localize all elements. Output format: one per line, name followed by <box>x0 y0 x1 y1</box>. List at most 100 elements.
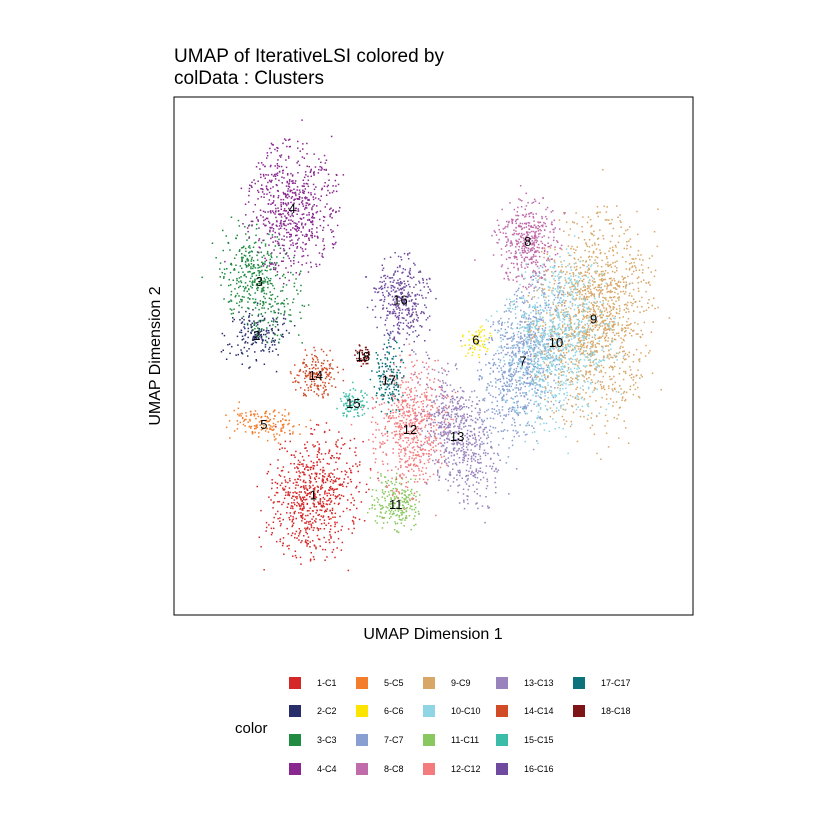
point-c10 <box>544 334 547 336</box>
point-c1 <box>322 496 325 499</box>
point-c4 <box>312 205 314 208</box>
point-c9 <box>628 355 630 358</box>
point-c1 <box>281 447 283 449</box>
point-c5 <box>285 419 287 422</box>
point-c8 <box>527 221 530 224</box>
point-c7 <box>538 287 541 289</box>
point-c8 <box>505 258 508 260</box>
point-c9 <box>601 310 603 313</box>
point-c10 <box>540 354 542 356</box>
point-c1 <box>278 500 281 503</box>
point-c10 <box>572 372 574 374</box>
point-c7 <box>531 388 533 390</box>
point-c1 <box>331 551 334 553</box>
point-c4 <box>257 220 259 222</box>
point-c4 <box>321 168 323 170</box>
point-c1 <box>282 537 285 539</box>
point-c6 <box>471 334 474 336</box>
point-c7 <box>521 301 524 303</box>
point-c1 <box>303 459 305 461</box>
point-c7 <box>541 391 544 393</box>
point-c10 <box>546 400 549 402</box>
point-c7 <box>527 371 529 374</box>
point-c3 <box>246 257 249 260</box>
point-c1 <box>283 488 286 490</box>
point-c4 <box>294 193 297 195</box>
point-c3 <box>282 302 284 305</box>
point-c1 <box>296 496 298 498</box>
point-c9 <box>565 300 567 302</box>
point-c4 <box>316 205 318 207</box>
point-c9 <box>612 302 614 305</box>
point-c3 <box>263 303 265 305</box>
point-c9 <box>606 315 609 317</box>
point-c4 <box>296 197 298 200</box>
point-c8 <box>525 232 528 234</box>
point-c1 <box>272 502 275 504</box>
point-c7 <box>510 336 513 338</box>
point-c10 <box>556 335 558 337</box>
point-c3 <box>245 276 247 278</box>
point-c9 <box>558 219 561 221</box>
point-c1 <box>304 492 307 494</box>
point-c10 <box>561 300 564 302</box>
point-c9 <box>557 294 559 297</box>
point-c2 <box>244 327 246 330</box>
point-c9 <box>597 380 599 382</box>
point-c9 <box>543 350 545 352</box>
point-c8 <box>526 288 528 290</box>
point-c10 <box>558 393 561 395</box>
point-c1 <box>324 491 326 493</box>
point-c7 <box>519 360 521 363</box>
point-c4 <box>265 224 267 227</box>
point-c3 <box>242 271 244 273</box>
point-c8 <box>523 245 525 247</box>
point-c3 <box>240 281 243 284</box>
point-c10 <box>548 255 551 257</box>
point-c9 <box>598 371 601 373</box>
point-c8 <box>550 211 552 213</box>
point-c6 <box>482 343 484 346</box>
point-c2 <box>266 329 268 331</box>
point-c8 <box>538 221 540 224</box>
point-c3 <box>248 307 250 310</box>
point-c9 <box>565 221 568 223</box>
point-c4 <box>268 179 271 182</box>
point-c9 <box>593 262 595 264</box>
point-c3 <box>282 286 284 288</box>
point-c3 <box>281 290 284 292</box>
point-c10 <box>576 381 578 384</box>
point-c4 <box>335 211 337 214</box>
point-c9 <box>630 335 633 337</box>
point-c7 <box>552 359 555 362</box>
point-c9 <box>560 361 562 364</box>
point-c7 <box>511 356 513 358</box>
point-c9 <box>605 307 608 310</box>
point-c10 <box>507 346 510 349</box>
point-c9 <box>603 205 605 207</box>
point-c2 <box>241 339 243 341</box>
point-c9 <box>590 340 592 343</box>
point-c3 <box>252 280 254 282</box>
point-c9 <box>591 293 593 296</box>
point-c8 <box>530 226 532 228</box>
point-c1 <box>315 512 317 514</box>
point-c5 <box>277 421 279 423</box>
point-c3 <box>246 290 248 293</box>
point-c3 <box>278 309 280 311</box>
point-c6 <box>475 331 477 333</box>
point-c4 <box>323 216 326 218</box>
point-c7 <box>483 399 486 402</box>
point-c7 <box>557 296 559 299</box>
point-c9 <box>576 223 578 225</box>
point-c4 <box>330 135 333 138</box>
point-c5 <box>251 431 254 434</box>
point-c8 <box>501 208 503 211</box>
point-c1 <box>350 502 352 504</box>
point-c9 <box>569 425 572 428</box>
point-c9 <box>587 315 589 317</box>
point-c9 <box>562 309 565 311</box>
point-c1 <box>301 509 303 511</box>
point-c1 <box>330 525 332 527</box>
point-c5 <box>255 425 257 428</box>
